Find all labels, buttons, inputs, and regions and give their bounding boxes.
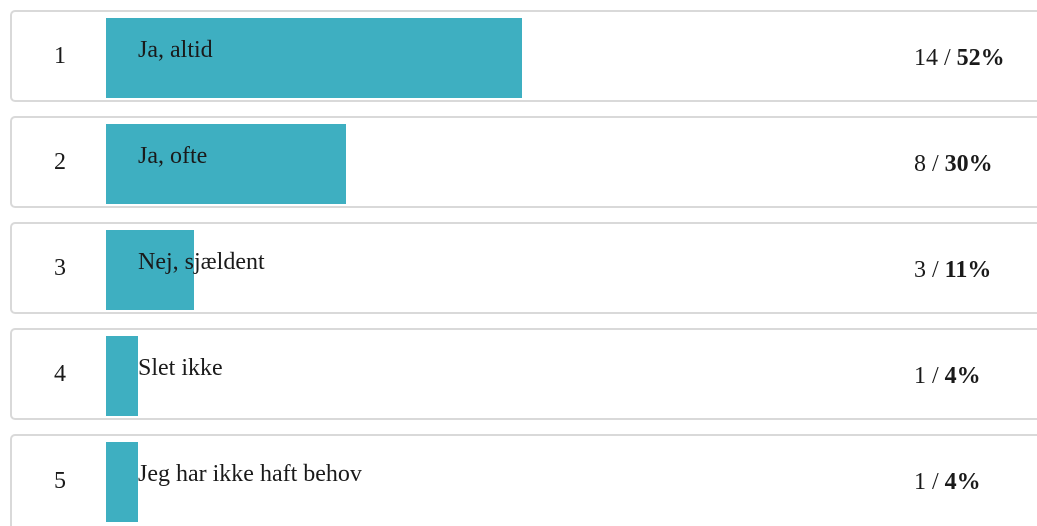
count-value: 8 [914,151,926,177]
bar-label: Ja, ofte [138,143,208,169]
stat-separator: / [926,151,945,177]
chart-row: 5 Jeg har ikke haft behov 1 / 4% [10,434,1037,526]
percent-value: 4% [944,469,981,495]
bar-label: Slet ikke [138,355,223,381]
percent-value: 4% [944,363,981,389]
bar-stat: 14 / 52% [914,44,1005,72]
count-value: 1 [914,469,926,495]
percent-value: 52% [956,45,1005,71]
percent-value: 11% [944,257,992,283]
bar [106,230,194,310]
bar-label: Jeg har ikke haft behov [138,461,362,487]
stat-separator: / [938,45,957,71]
bar-label: Nej, sjældent [138,249,265,275]
count-value: 14 [914,45,938,71]
chart-row: 2 Ja, ofte 8 / 30% [10,116,1037,208]
bar-stat: 8 / 30% [914,150,993,178]
bar [106,442,138,522]
stat-separator: / [926,469,945,495]
chart-row: 3 Nej, sjældent 3 / 11% [10,222,1037,314]
bar [106,336,138,416]
row-index: 2 [54,148,66,175]
bar-stat: 1 / 4% [914,362,981,390]
row-index: 5 [54,467,66,494]
percent-value: 30% [944,151,993,177]
chart-row: 4 Slet ikke 1 / 4% [10,328,1037,420]
count-value: 3 [914,257,926,283]
bar-stat: 1 / 4% [914,468,981,496]
chart-row: 1 Ja, altid 14 / 52% [10,10,1037,102]
bar [106,124,346,204]
row-index: 1 [54,42,66,69]
stat-separator: / [926,363,945,389]
row-index: 3 [54,254,66,281]
bar-stat: 3 / 11% [914,256,991,284]
bar [106,18,522,98]
stat-separator: / [926,257,945,283]
row-index: 4 [54,360,66,387]
count-value: 1 [914,363,926,389]
bar-label: Ja, altid [138,37,213,63]
